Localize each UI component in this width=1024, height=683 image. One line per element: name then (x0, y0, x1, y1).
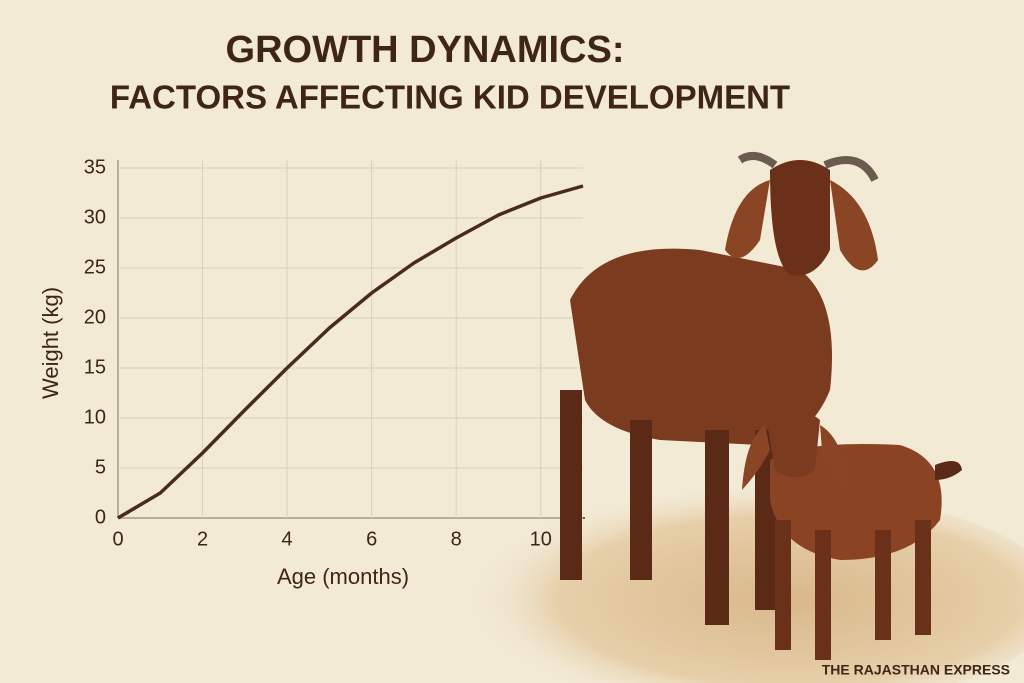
goat-illustration (560, 152, 962, 660)
x-tick-label: 0 (112, 528, 123, 550)
y-tick-label: 5 (95, 456, 106, 478)
y-tick-label: 10 (84, 406, 106, 428)
y-tick-label: 15 (84, 356, 106, 378)
chart-subtitle: FACTORS AFFECTING KID DEVELOPMENT (110, 79, 790, 116)
y-tick-label: 0 (95, 506, 106, 528)
growth-line (117, 184, 584, 520)
x-axis-label: Age (months) (277, 564, 409, 589)
x-tick-label: 6 (366, 528, 377, 550)
y-tick-label: 25 (84, 256, 106, 278)
x-tick-label: 10 (530, 528, 552, 550)
x-tick-label: 2 (197, 528, 208, 550)
chart-title: GROWTH DYNAMICS: (226, 29, 625, 71)
x-tick-label: 8 (451, 528, 462, 550)
y-tick-label: 20 (84, 306, 106, 328)
y-tick-label: 30 (84, 206, 106, 228)
source-credit: THE RAJASTHAN EXPRESS (822, 662, 1010, 678)
y-axis-label: Weight (kg) (38, 287, 63, 399)
x-tick-label: 4 (282, 528, 293, 550)
y-tick-label: 35 (84, 156, 106, 178)
